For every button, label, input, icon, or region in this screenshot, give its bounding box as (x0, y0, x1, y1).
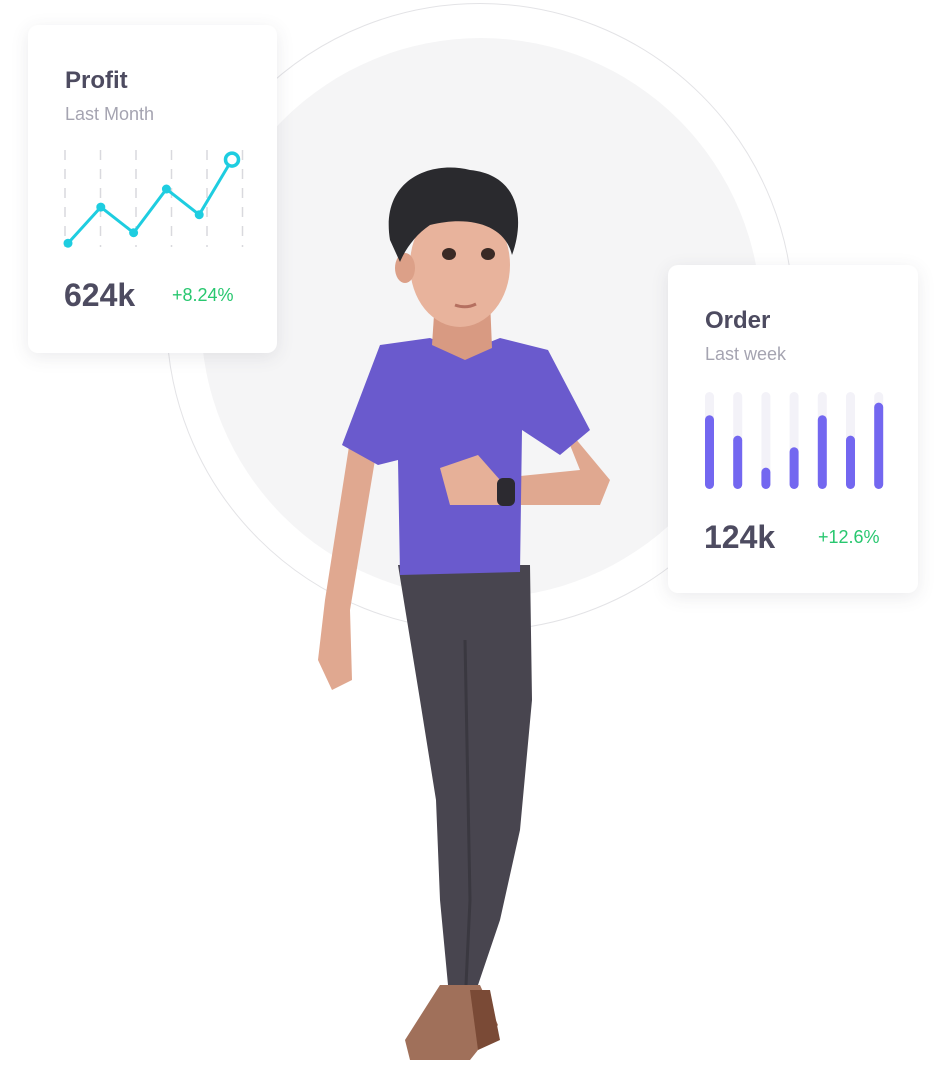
pants (398, 565, 532, 985)
order-title: Order (705, 307, 771, 334)
profit-title: Profit (65, 67, 128, 94)
bar (817, 415, 827, 489)
data-point-latest (223, 151, 241, 168)
profit-value: 624k (64, 277, 136, 313)
order-card: Order Last week 124k +12.6% (668, 265, 918, 593)
shirt (342, 338, 590, 575)
profit-change: +8.24% (172, 285, 234, 305)
bar (761, 467, 771, 489)
data-point (96, 202, 106, 212)
order-change: +12.6% (818, 527, 880, 547)
bar (705, 415, 714, 489)
data-point (194, 210, 204, 220)
bar (874, 402, 884, 489)
order-value: 124k (704, 519, 776, 555)
bar (733, 435, 743, 489)
order-bar-chart (705, 392, 884, 489)
profit-line-chart (63, 150, 244, 248)
left-arm (318, 440, 375, 690)
head (410, 203, 510, 327)
bar-track (761, 392, 771, 489)
hair (388, 167, 519, 262)
bar (789, 447, 799, 489)
data-point (63, 238, 73, 248)
profit-subtitle: Last Month (65, 104, 155, 124)
data-point (129, 228, 139, 238)
watch (497, 478, 515, 506)
profit-line (66, 158, 234, 245)
order-subtitle: Last week (705, 344, 787, 364)
profit-card: Profit Last Month 624k +8.24% (28, 25, 277, 353)
person-illustration (318, 167, 610, 1060)
data-point (161, 184, 171, 194)
bar (846, 435, 855, 489)
